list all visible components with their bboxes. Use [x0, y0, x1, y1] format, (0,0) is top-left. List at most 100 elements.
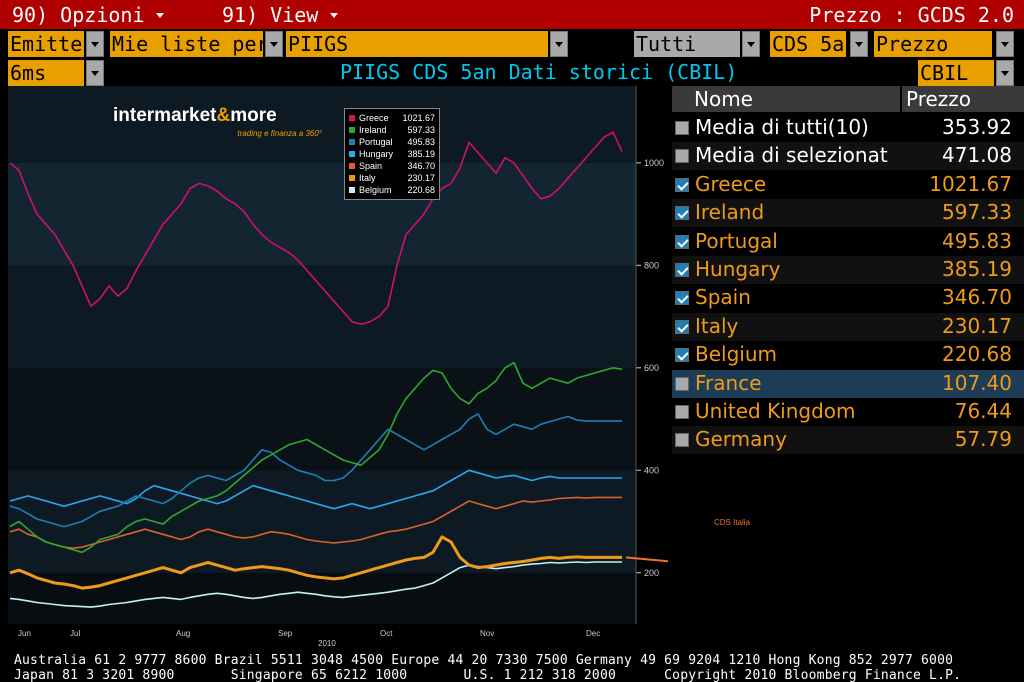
row-name: United Kingdom — [695, 399, 856, 423]
x-tick-label: Jul — [70, 629, 80, 638]
table-row[interactable]: Belgium 220.68 — [672, 341, 1024, 369]
table-row[interactable]: Portugal 495.83 — [672, 228, 1024, 256]
plot-band — [8, 162, 636, 266]
y-tick-label: 600 — [644, 363, 659, 373]
row-price: 76.44 — [954, 399, 1012, 423]
chart-legend: Greece 1021.67 Ireland 597.33 Portugal 495.83… — [344, 108, 440, 200]
legend-series-value: 495.83 — [407, 137, 435, 147]
legend-series-value: 230.17 — [407, 173, 435, 183]
row-name: France — [695, 370, 762, 395]
series-line-belgium — [9, 561, 622, 608]
emitter-dropdown-button[interactable] — [86, 31, 104, 57]
source-dropdown-button[interactable] — [996, 60, 1014, 86]
table-row[interactable]: Media di tutti(10) 353.92 — [672, 114, 1024, 142]
row-checkbox[interactable] — [675, 206, 689, 221]
legend-series-name: Hungary — [359, 149, 394, 159]
legend-swatch — [349, 187, 355, 193]
table-row[interactable]: France 107.40 — [672, 369, 1024, 398]
y-tick-label: 400 — [644, 465, 659, 475]
legend-series-name: Spain — [359, 161, 383, 171]
legend-item: Hungary 385.19 — [349, 148, 435, 160]
view-menu[interactable]: 91) View — [222, 3, 339, 27]
legend-series-value: 385.19 — [407, 149, 435, 159]
legend-item: Spain 346.70 — [349, 160, 435, 172]
row-name: Greece — [695, 171, 767, 196]
series-line-italy — [9, 535, 622, 590]
my-lists-field[interactable]: Mie liste pers — [110, 31, 263, 57]
table-row[interactable]: Ireland 597.33 — [672, 199, 1024, 228]
table-row[interactable]: Italy 230.17 — [672, 312, 1024, 341]
row-checkbox[interactable] — [675, 234, 689, 249]
logo-brand: intermarket&more — [113, 105, 277, 126]
legend-item: Italy 230.17 — [349, 172, 435, 184]
table-row[interactable]: Spain 346.70 — [672, 284, 1024, 312]
row-checkbox[interactable] — [675, 121, 689, 135]
tenor-field[interactable]: CDS 5a — [770, 31, 846, 57]
intermarket-logo: intermarket&more trading e finanza a 360… — [113, 101, 328, 147]
row-checkbox[interactable] — [675, 149, 689, 164]
chevron-down-icon — [156, 12, 165, 18]
footer-contacts-line-2: Japan 81 3 3201 8900 Singapore 65 6212 1… — [14, 668, 962, 682]
price-field-dropdown-button[interactable] — [996, 31, 1014, 57]
column-header-price[interactable]: Prezzo — [902, 86, 1024, 112]
table-row[interactable]: Greece 1021.67 — [672, 171, 1024, 199]
legend-swatch — [349, 127, 355, 133]
row-name: Media di tutti(10) — [695, 115, 869, 139]
table-row[interactable]: United Kingdom 76.44 — [672, 398, 1024, 426]
emitter-field[interactable]: Emitte — [8, 31, 84, 57]
chart-header-row — [0, 58, 1024, 86]
x-tick-label: Aug — [176, 629, 190, 638]
period-dropdown-button[interactable] — [86, 60, 104, 86]
period-field[interactable]: 6ms — [8, 60, 84, 86]
scope-field[interactable]: Tutti — [634, 31, 740, 57]
row-name: Belgium — [695, 342, 777, 367]
source-field[interactable]: CBIL — [918, 60, 994, 86]
top-menu-bar: 90) Opzioni 91) View Prezzo : GCDS 2.0 — [0, 0, 1024, 29]
my-lists-dropdown-button[interactable] — [265, 31, 283, 57]
row-price: 597.33 — [942, 200, 1012, 225]
legend-item: Greece 1021.67 — [349, 112, 435, 124]
x-tick-label: Oct — [380, 629, 393, 638]
row-price: 471.08 — [942, 143, 1012, 168]
legend-item: Portugal 495.83 — [349, 136, 435, 148]
annotation-arrow — [625, 556, 668, 563]
list-select-field[interactable]: PIIGS — [286, 31, 548, 57]
tenor-dropdown-button[interactable] — [850, 31, 868, 57]
row-checkbox[interactable] — [675, 348, 689, 363]
chevron-down-icon — [330, 12, 339, 18]
legend-swatch — [349, 115, 355, 121]
legend-swatch — [349, 139, 355, 145]
scope-dropdown-button[interactable] — [742, 31, 760, 57]
row-checkbox[interactable] — [675, 433, 689, 448]
table-row[interactable]: Media di selezionat 471.08 — [672, 142, 1024, 171]
row-checkbox[interactable] — [675, 291, 689, 306]
row-name: Hungary — [695, 257, 781, 281]
row-price: 495.83 — [942, 228, 1012, 253]
y-tick-label: 1000 — [644, 158, 664, 168]
chart-title: PIIGS CDS 5an Dati storici (CBIL) — [340, 60, 738, 84]
row-checkbox[interactable] — [675, 405, 689, 419]
row-checkbox[interactable] — [675, 177, 689, 192]
row-price: 220.68 — [942, 342, 1012, 367]
options-menu[interactable]: 90) Opzioni — [12, 3, 165, 27]
legend-item: Belgium 220.68 — [349, 184, 435, 196]
price-field-select[interactable]: Prezzo — [874, 31, 992, 57]
row-checkbox[interactable] — [675, 319, 689, 334]
list-dropdown-button[interactable] — [550, 31, 568, 57]
legend-series-value: 1021.67 — [402, 113, 435, 123]
footer: Australia 61 2 9777 8600 Brazil 5511 304… — [0, 652, 1024, 682]
cds-history-chart[interactable]: 200 400 600 800 1000 Jun Jul Aug Sep Oct Nov Dec 201… — [8, 86, 668, 646]
legend-series-name: Italy — [359, 173, 376, 183]
legend-series-name: Portugal — [359, 137, 393, 147]
row-price: 346.70 — [942, 285, 1012, 310]
cds-price-table: Nome Prezzo Media di tutti(10) 353.92 Medi… — [672, 86, 1024, 542]
table-row[interactable]: Germany 57.79 — [672, 426, 1024, 455]
function-title: Prezzo : GCDS 2.0 — [809, 3, 1014, 27]
series-line-greece — [9, 131, 623, 326]
row-checkbox[interactable] — [675, 376, 689, 391]
table-row[interactable]: Hungary 385.19 — [672, 256, 1024, 284]
row-name: Spain — [695, 285, 751, 310]
y-tick-label: 200 — [644, 568, 659, 578]
column-header-name[interactable]: Nome — [672, 86, 900, 112]
row-checkbox[interactable] — [675, 263, 689, 277]
